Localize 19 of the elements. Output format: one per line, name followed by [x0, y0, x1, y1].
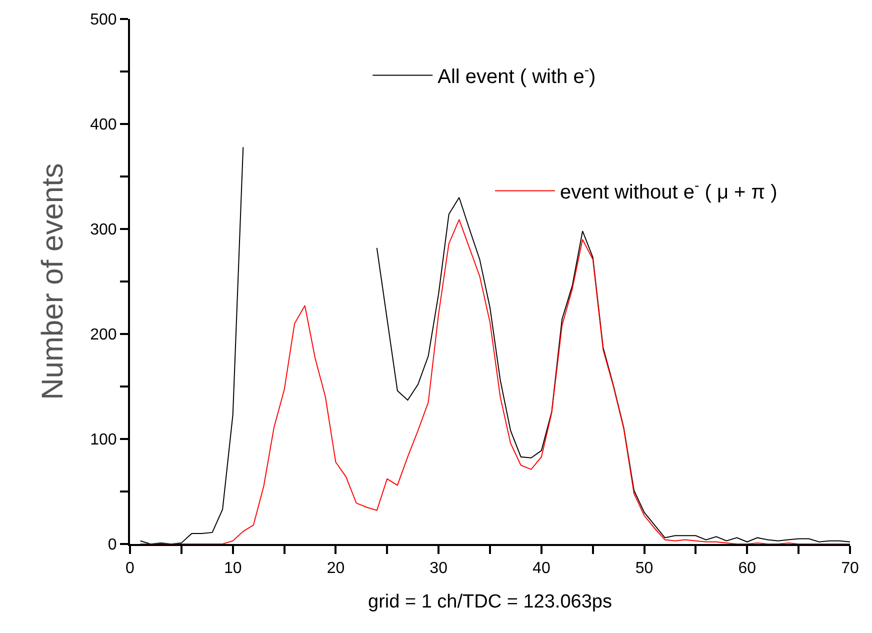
y-tick-label: 300: [90, 222, 117, 239]
line-series: [140, 219, 850, 544]
x-tick-label: 70: [841, 560, 859, 578]
y-tick-label: 0: [108, 536, 117, 554]
x-tick-label: 50: [635, 560, 654, 578]
x-tick-label: 20: [326, 560, 345, 578]
x-tick-label: 40: [532, 560, 550, 578]
legend-label: event without e$^{-}$ ( μ + π ): [560, 177, 778, 204]
y-tick-label: 400: [90, 116, 117, 134]
y-tick-label: 200: [90, 326, 117, 344]
x-axis-title: grid = 1 ch/TDC = 123.063ps: [368, 592, 612, 612]
y-tick-label: 100: [90, 432, 117, 449]
x-tick-label: 0: [126, 560, 135, 578]
x-tick-label: 60: [738, 560, 756, 578]
x-tick-label: 30: [430, 560, 448, 578]
y-tick-label: 500: [90, 12, 117, 29]
legend-label: All event ( with e$^{-}$): [438, 62, 596, 88]
x-tick-label: 10: [224, 560, 242, 578]
y-axis-title: Number of events: [36, 163, 70, 400]
